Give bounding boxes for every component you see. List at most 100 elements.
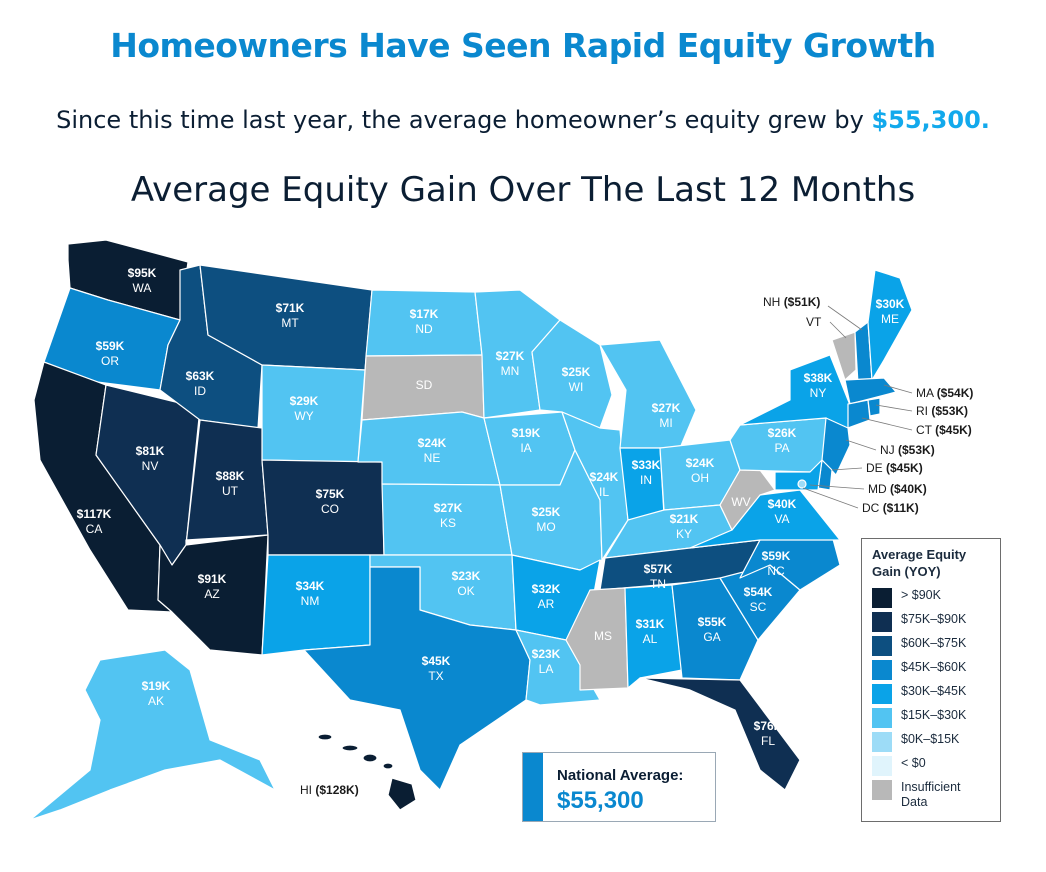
state-MA[interactable] (844, 377, 897, 405)
state-abbr-label-NM: NM (301, 594, 320, 608)
legend-label: $60K–$75K (901, 636, 967, 650)
state-abbr-label-UT: UT (222, 484, 239, 498)
callout-NJ: NJ ($53K) (880, 443, 935, 457)
callout-CT: CT ($45K) (916, 423, 972, 437)
callout-RI: RI ($53K) (916, 404, 968, 418)
legend-item: < $0 (872, 756, 990, 780)
state-value-label-OH: $24K (686, 456, 715, 470)
state-abbr-label-WA: WA (133, 281, 152, 295)
state-value-label-IN: $33K (632, 458, 661, 472)
state-value-label-TX: $45K (422, 654, 451, 668)
state-value-label-ND: $17K (410, 307, 439, 321)
state-abbr-label-SD: SD (416, 378, 433, 392)
legend-item: Insufficient Data (872, 780, 990, 816)
state-NJ[interactable] (821, 417, 851, 476)
state-abbr-label-IA: IA (520, 441, 531, 455)
legend-item: $45K–$60K (872, 660, 990, 684)
state-AK[interactable] (29, 649, 276, 821)
state-GA[interactable] (671, 577, 759, 681)
state-value-label-WY: $29K (290, 394, 319, 408)
state-abbr-label-MI: MI (659, 416, 672, 430)
state-value-label-WA: $95K (128, 266, 157, 280)
state-value-label-ME: $30K (876, 297, 905, 311)
page-title: Homeowners Have Seen Rapid Equity Growth (110, 26, 936, 65)
state-abbr-label-OR: OR (101, 354, 119, 368)
legend-item: $30K–$45K (872, 684, 990, 708)
state-value-label-MN: $27K (496, 349, 525, 363)
legend-swatch (872, 612, 892, 632)
callout-NH: NH ($51K) (763, 295, 820, 309)
legend-label: > $90K (901, 588, 941, 602)
state-abbr-label-AR: AR (538, 597, 555, 611)
state-value-label-CA: $117K (77, 507, 112, 521)
legend-swatch (872, 684, 892, 704)
state-value-label-LA: $23K (532, 647, 561, 661)
national-average-accent-bar (523, 753, 543, 821)
state-value-label-NC: $59K (762, 549, 791, 563)
callout-DC: DC ($11K) (862, 501, 919, 515)
legend-item: $60K–$75K (872, 636, 990, 660)
state-abbr-label-TX: TX (428, 669, 443, 683)
state-value-label-MI: $27K (652, 401, 681, 415)
state-abbr-label-OH: OH (691, 471, 709, 485)
legend-label: $30K–$45K (901, 684, 967, 698)
legend-swatch (872, 780, 892, 800)
state-abbr-label-MN: MN (501, 364, 520, 378)
callout-VT: VT (806, 315, 822, 329)
state-CT[interactable] (847, 399, 871, 429)
state-RI[interactable] (867, 397, 881, 417)
state-TX[interactable] (303, 566, 531, 791)
state-abbr-label-SC: SC (750, 600, 767, 614)
state-VT[interactable] (831, 331, 857, 381)
legend-swatch (872, 588, 892, 608)
state-value-label-IA: $19K (512, 426, 541, 440)
legend: Average Equity Gain (YOY) > $90K $75K–$9… (861, 538, 1001, 822)
state-AL[interactable] (624, 584, 683, 689)
state-value-label-IL: $24K (590, 470, 619, 484)
state-value-label-GA: $55K (698, 615, 727, 629)
state-value-label-ID: $63K (186, 369, 215, 383)
state-DC[interactable] (797, 479, 807, 489)
state-abbr-label-LA: LA (539, 662, 554, 676)
legend-title: Average Equity Gain (YOY) (872, 547, 967, 579)
state-HI[interactable] (317, 733, 417, 811)
state-abbr-label-KY: KY (676, 527, 692, 541)
state-abbr-label-WY: WY (294, 409, 313, 423)
state-value-label-CO: $75K (316, 487, 345, 501)
state-NY[interactable] (739, 354, 851, 431)
state-value-label-OK: $23K (452, 569, 481, 583)
state-value-label-WI: $25K (562, 365, 591, 379)
state-value-label-UT: $88K (216, 469, 245, 483)
national-average-value: $55,300 (557, 787, 644, 814)
state-abbr-label-MO: MO (536, 520, 555, 534)
state-abbr-label-CO: CO (321, 502, 339, 516)
legend-label: < $0 (901, 756, 926, 770)
legend-swatch (872, 636, 892, 656)
state-abbr-label-AL: AL (643, 632, 658, 646)
state-MD[interactable] (774, 459, 823, 491)
callout-MA: MA ($54K) (916, 386, 973, 400)
callout-DE: DE ($45K) (866, 461, 923, 475)
state-abbr-label-CA: CA (86, 522, 103, 536)
state-abbr-label-NY: NY (810, 386, 827, 400)
state-abbr-label-OK: OK (457, 584, 474, 598)
state-abbr-label-WV: WV (731, 495, 750, 509)
state-value-label-MT: $71K (276, 301, 305, 315)
state-FL[interactable] (639, 677, 801, 791)
legend-item: $15K–$30K (872, 708, 990, 732)
state-value-label-SC: $54K (744, 585, 773, 599)
state-abbr-label-IL: IL (599, 485, 609, 499)
state-abbr-label-KS: KS (440, 516, 456, 530)
state-abbr-label-FL: FL (761, 734, 775, 748)
state-value-label-NV: $81K (136, 444, 165, 458)
state-abbr-label-NE: NE (424, 451, 441, 465)
state-abbr-label-ID: ID (194, 384, 206, 398)
state-value-label-OR: $59K (96, 339, 125, 353)
state-IL[interactable] (561, 411, 629, 561)
state-value-label-AR: $32K (532, 582, 561, 596)
legend-label: $75K–$90K (901, 612, 967, 626)
state-WI[interactable] (531, 319, 613, 429)
state-value-label-MO: $25K (532, 505, 561, 519)
legend-label: Insufficient Data (901, 780, 961, 809)
legend-swatch (872, 756, 892, 776)
